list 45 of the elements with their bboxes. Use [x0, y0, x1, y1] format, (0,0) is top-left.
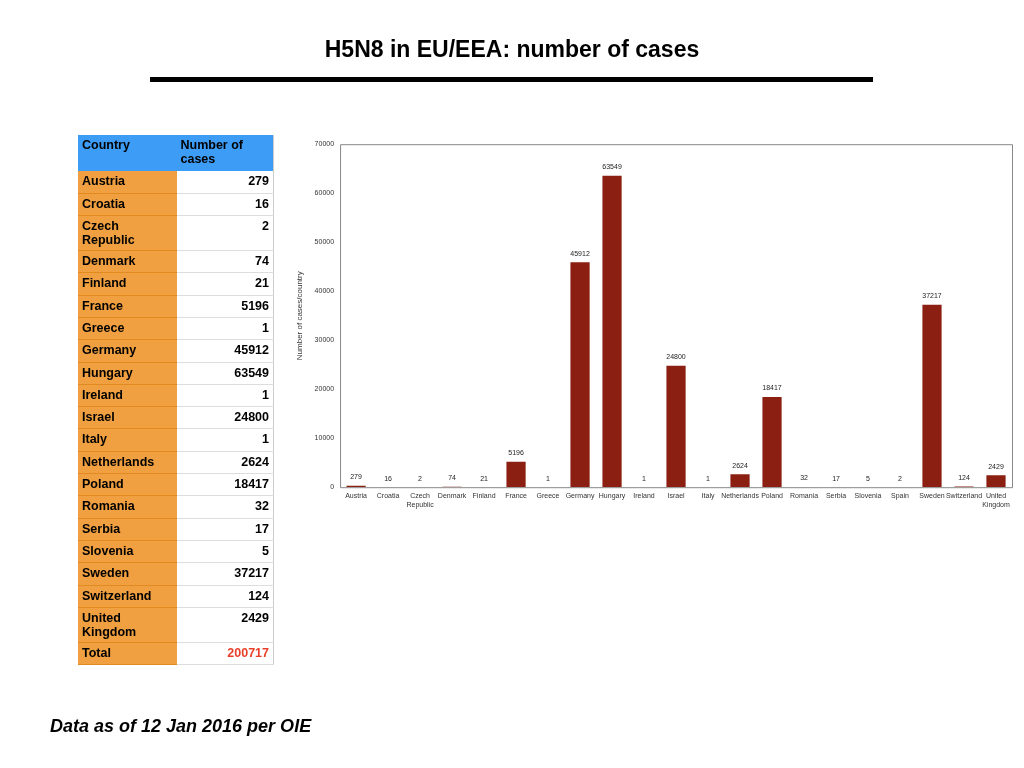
category-label: Netherlands: [78, 451, 177, 474]
data-label: 2: [176, 215, 274, 251]
data-label: 2429: [176, 607, 274, 643]
category-label: Denmark: [78, 250, 177, 273]
data-label: 124: [176, 585, 274, 608]
data-label: 37217: [176, 562, 274, 586]
category-label: Italy: [78, 428, 177, 452]
data-label: 21: [176, 272, 274, 296]
category-label: France: [78, 295, 177, 318]
data-label: 18417: [176, 473, 274, 496]
text: Total: [78, 642, 177, 665]
data-label: 1: [176, 384, 274, 407]
category-label: Finland: [78, 272, 177, 296]
text: 200717: [227, 645, 269, 660]
category-label: Sweden: [78, 562, 177, 586]
category-label: Hungary: [78, 362, 177, 385]
data-label: 1: [176, 317, 274, 340]
text: Country: [78, 135, 177, 171]
category-label: Switzerland: [78, 585, 177, 608]
data-label: 74: [176, 250, 274, 273]
category-label: Serbia: [78, 518, 177, 541]
category-label: Croatia: [78, 193, 177, 216]
category-label: Greece: [78, 317, 177, 340]
y-axis-title: Number of cases/country: [295, 271, 304, 361]
data-label: 5: [176, 540, 274, 563]
category-label: Ireland: [78, 384, 177, 407]
data-label: 45912: [176, 339, 274, 363]
chart-title: H5N8 in EU/EEA: number of cases: [323, 36, 701, 63]
category-label: Slovenia: [78, 540, 177, 563]
category-label: Austria: [78, 171, 177, 194]
category-label: Czech Republic: [78, 215, 177, 251]
data-label: 17: [176, 518, 274, 541]
data-label: 63549: [176, 362, 274, 385]
data-label: 5196: [176, 295, 274, 318]
data-label: 32: [176, 495, 274, 519]
data-label: 2624: [176, 451, 274, 474]
data-label: 16: [176, 193, 274, 216]
text: Number of cases: [176, 135, 274, 171]
data-label: 1: [176, 428, 274, 452]
category-label: Israel: [78, 406, 177, 429]
data-label: 279: [176, 171, 274, 194]
data-label: 24800: [176, 406, 274, 429]
category-label: United Kingdom: [78, 607, 177, 643]
text: Data as of 12 Jan 2016 per OIE: [50, 716, 312, 737]
category-label: Germany: [78, 339, 177, 363]
